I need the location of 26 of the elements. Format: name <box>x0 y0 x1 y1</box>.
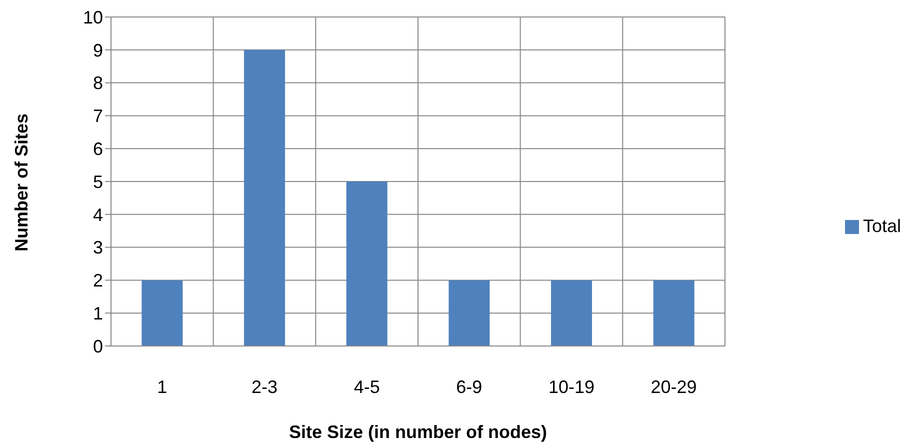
y-tick-label: 6 <box>92 138 103 159</box>
x-tick-label: 10-19 <box>548 376 594 397</box>
bar <box>448 280 490 346</box>
y-tick-label: 1 <box>92 303 103 324</box>
y-tick-label: 4 <box>92 204 103 225</box>
y-tick-label: 9 <box>92 40 103 60</box>
x-tick-label: 6-9 <box>456 376 482 397</box>
y-tick-label: 2 <box>92 270 103 291</box>
y-tick-label: 10 <box>82 7 103 28</box>
bar <box>244 50 286 346</box>
y-tick-label: 3 <box>92 238 103 258</box>
legend-label: Total <box>862 216 901 236</box>
x-tick-label: 20-29 <box>650 376 697 397</box>
x-tick-label: 4-5 <box>354 376 380 397</box>
bar <box>142 280 183 346</box>
bar <box>653 280 694 346</box>
y-tick-label: 8 <box>92 73 103 94</box>
x-axis-title: Site Size (in number of nodes) <box>288 422 547 442</box>
y-tick-label: 0 <box>92 336 103 356</box>
y-tick-label: 7 <box>92 106 103 126</box>
y-tick-label: 5 <box>92 172 103 192</box>
bar <box>551 280 592 346</box>
x-tick-label: 2-3 <box>251 376 278 397</box>
x-tick-label: 1 <box>157 376 168 397</box>
bar <box>346 182 388 346</box>
y-axis-title: Number of Sites <box>11 113 32 252</box>
